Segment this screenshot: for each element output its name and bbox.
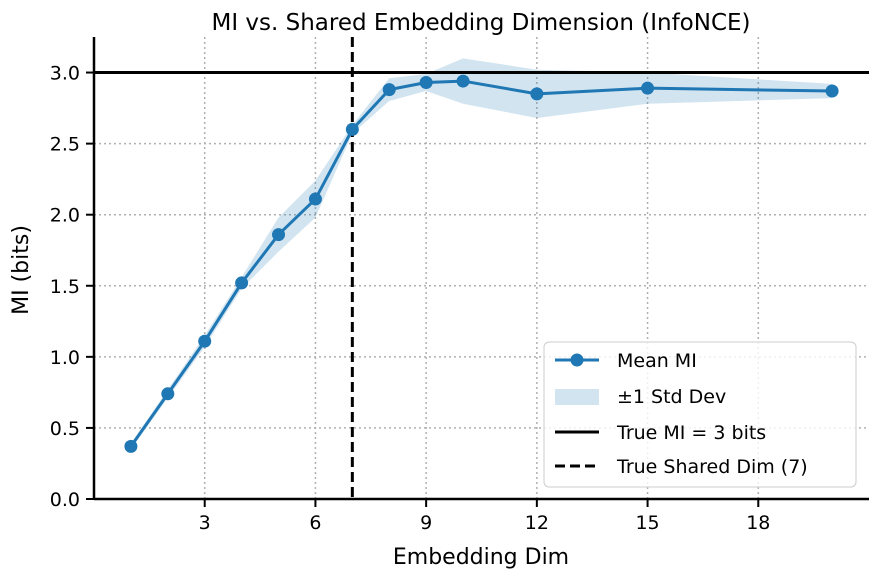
axes — [92, 37, 869, 501]
data-point-5 — [308, 192, 322, 206]
y-tick-label-2: 1.0 — [50, 347, 80, 369]
x-axis-label: Embedding Dim — [393, 545, 569, 570]
data-point-7 — [382, 83, 396, 97]
reference-lines — [94, 37, 869, 499]
y-tick-label-1: 0.5 — [50, 418, 80, 440]
legend-mean-label: Mean MI — [617, 350, 697, 372]
legend-frame — [543, 341, 857, 488]
legend-true-mi-label: True MI = 3 bits — [616, 422, 766, 444]
legend-true-dim-label: True Shared Dim (7) — [616, 456, 808, 478]
chart-title: MI vs. Shared Embedding Dimension (InfoN… — [211, 10, 750, 36]
y-tick-label-0: 0.0 — [50, 489, 80, 511]
data-point-8 — [419, 75, 433, 89]
legend-band-label: ±1 Std Dev — [617, 386, 726, 408]
data-point-10 — [530, 87, 544, 101]
y-tick-label-5: 2.5 — [50, 134, 80, 156]
series-layer — [124, 74, 839, 453]
data-point-9 — [456, 74, 470, 88]
legend-band-swatch — [555, 389, 599, 405]
ticks: 3 6 9 12 15 18 0.0 0.5 1.0 1.5 2.0 2.5 3.0 — [50, 63, 771, 534]
data-point-0 — [124, 439, 138, 453]
data-point-6 — [345, 122, 359, 136]
data-point-12 — [825, 84, 839, 98]
x-tick-label-3: 12 — [525, 512, 549, 534]
y-tick-label-4: 2.0 — [50, 205, 80, 227]
x-tick-label-5: 18 — [746, 512, 770, 534]
legend-mean-marker — [570, 353, 584, 367]
y-tick-label-6: 3.0 — [50, 63, 80, 85]
data-point-3 — [235, 276, 249, 290]
std-band — [130, 58, 833, 450]
std-band-layer — [130, 58, 833, 450]
x-tick-label-2: 9 — [420, 512, 432, 534]
y-axis-label: MI (bits) — [9, 225, 34, 315]
legend: Mean MI ±1 Std Dev True MI = 3 bits True… — [543, 341, 857, 488]
y-tick-label-3: 1.5 — [50, 276, 80, 298]
data-point-1 — [161, 387, 175, 401]
x-tick-label-1: 6 — [309, 512, 321, 534]
data-point-2 — [198, 334, 212, 348]
x-tick-label-4: 15 — [635, 512, 659, 534]
data-point-4 — [272, 228, 286, 242]
x-tick-label-0: 3 — [199, 512, 211, 534]
data-point-11 — [641, 81, 655, 95]
